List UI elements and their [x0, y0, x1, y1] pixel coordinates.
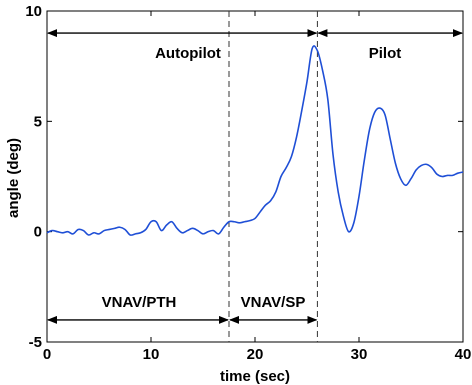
annotation-pilot: Pilot: [369, 45, 402, 62]
arrows-layer: [47, 29, 463, 324]
y-tick-label: 0: [34, 224, 42, 241]
y-axis-label: angle (deg): [5, 138, 22, 218]
x-tick-label: 0: [43, 346, 51, 363]
annotation-autopilot: Autopilot: [155, 45, 221, 62]
annotation-vnav-pth: VNAV/PTH: [102, 294, 177, 311]
x-tick-label: 20: [247, 346, 264, 363]
y-tick-label: -5: [29, 334, 42, 351]
x-tick-label: 30: [351, 346, 368, 363]
x-axis-label: time (sec): [220, 368, 290, 385]
vlines-layer: [228, 11, 318, 342]
series-layer: [46, 45, 464, 236]
x-tick-label: 40: [455, 346, 472, 363]
angle-series-line: [46, 45, 464, 236]
x-tick-label: 10: [143, 346, 160, 363]
y-tick-label: 10: [25, 3, 42, 20]
y-tick-label: 5: [34, 113, 42, 130]
annotation-vnav-sp: VNAV/SP: [241, 294, 306, 311]
